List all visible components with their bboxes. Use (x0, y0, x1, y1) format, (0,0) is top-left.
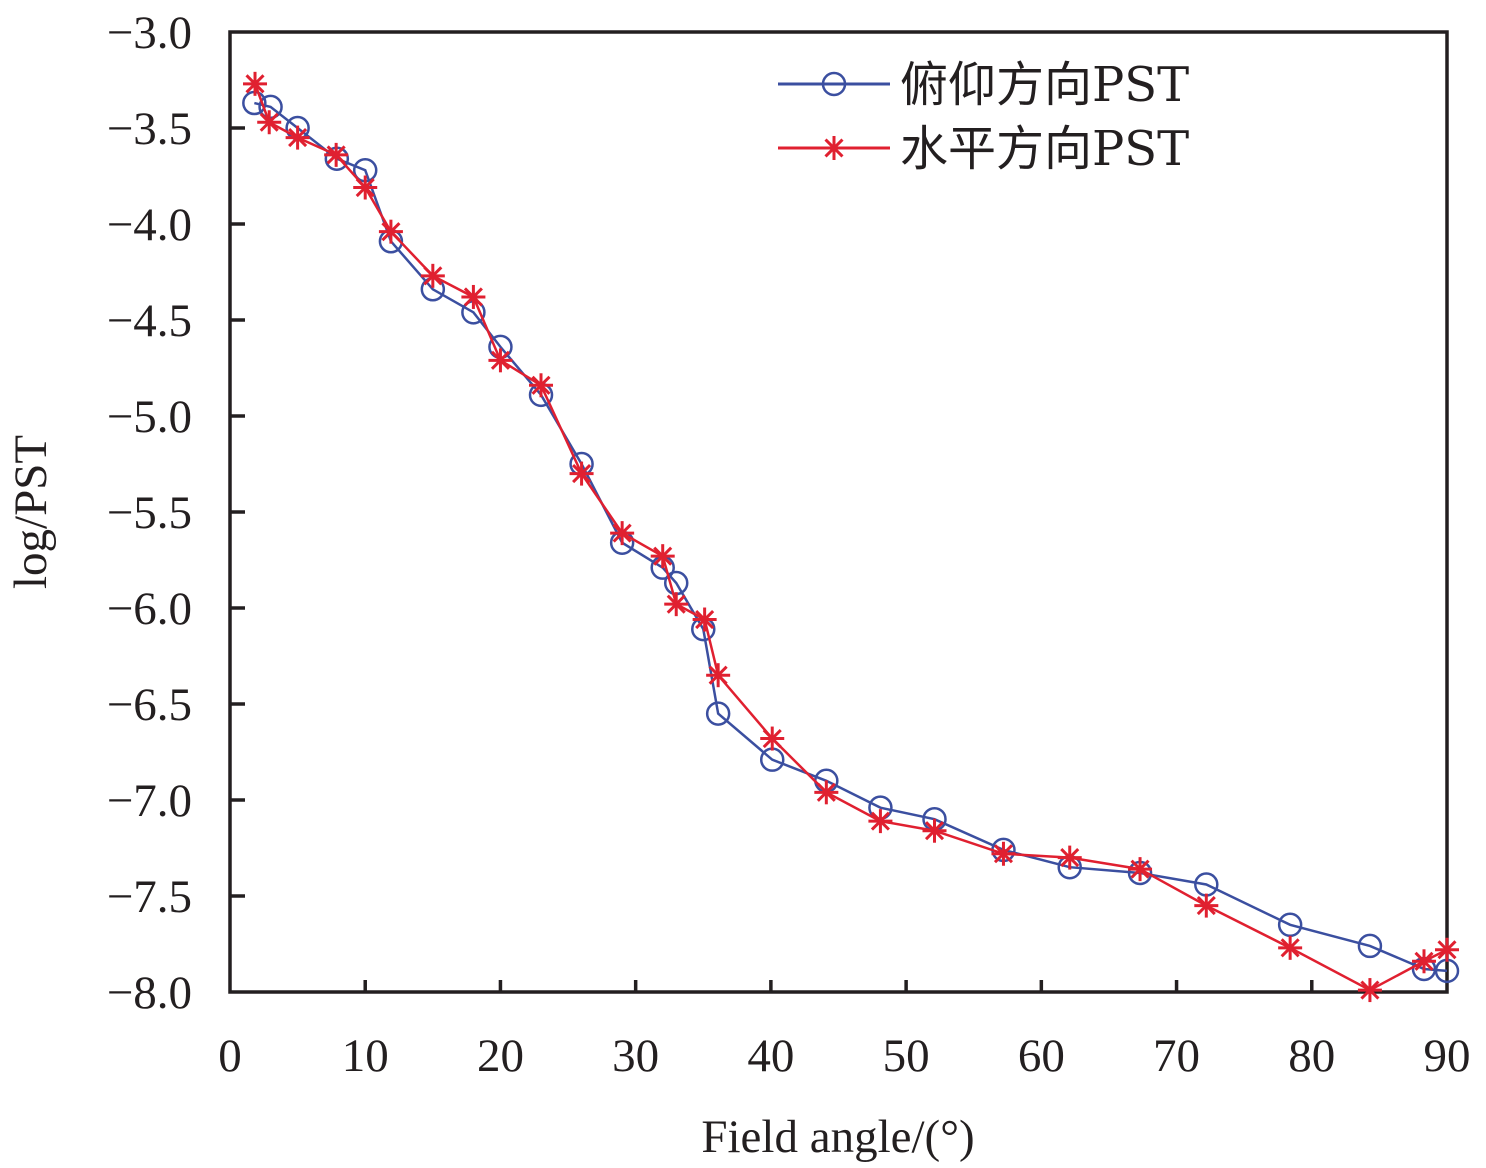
x-tick-label: 80 (1288, 1030, 1335, 1082)
data-point (991, 841, 1016, 866)
legend-label: 水平方向PST (900, 121, 1189, 177)
data-point (1057, 845, 1082, 870)
series-line (254, 101, 1448, 973)
data-point (353, 175, 378, 200)
data-point (760, 726, 785, 751)
data-point (922, 818, 947, 843)
data-point (1194, 893, 1219, 918)
data-point (488, 348, 513, 373)
y-tick-label: −7.5 (107, 871, 192, 923)
data-point (378, 219, 403, 244)
y-axis-title: log/PST (5, 435, 57, 589)
data-point (650, 544, 675, 569)
data-point (529, 373, 554, 398)
x-tick-label: 30 (612, 1030, 659, 1082)
legend-marker (821, 71, 847, 97)
y-tick-label: −3.0 (107, 7, 192, 59)
x-tick-label: 90 (1424, 1030, 1471, 1082)
x-tick-label: 50 (883, 1030, 930, 1082)
y-tick-label: −3.5 (107, 103, 192, 155)
x-tick-label: 60 (1018, 1030, 1065, 1082)
data-point (243, 71, 268, 96)
y-tick-label: −5.0 (107, 391, 192, 443)
series-line (253, 83, 1448, 992)
series-horizontal (243, 71, 1459, 1003)
series-pitch (242, 90, 1460, 984)
data-point (1435, 937, 1459, 962)
data-point (868, 809, 893, 834)
data-point (814, 780, 839, 805)
data-point (420, 263, 445, 288)
y-tick-label: −6.5 (107, 679, 192, 731)
legend: 俯仰方向PST 水平方向PST (778, 57, 1189, 177)
y-tick-label: −7.0 (107, 775, 192, 827)
x-tick-label: 20 (477, 1030, 524, 1082)
x-axis-title: Field angle/(°) (701, 1111, 974, 1163)
data-point (664, 592, 689, 617)
data-point (461, 284, 486, 309)
legend-item: 俯仰方向PST (778, 57, 1189, 113)
legend-item: 水平方向PST (778, 121, 1189, 177)
y-tick-label: −5.5 (107, 487, 192, 539)
y-tick-label: −4.0 (107, 199, 192, 251)
x-tick-label: 0 (218, 1030, 242, 1082)
data-point (1357, 978, 1382, 1003)
x-tick-label: 70 (1153, 1030, 1200, 1082)
data-point (1128, 857, 1153, 882)
x-tick-label: 10 (342, 1030, 389, 1082)
x-axis: 0 10 20 30 40 50 60 70 80 90 (218, 980, 1471, 1082)
data-point (324, 142, 349, 167)
data-point (610, 521, 635, 546)
legend-label: 俯仰方向PST (900, 57, 1189, 113)
data-point (706, 663, 731, 688)
y-tick-label: −6.0 (107, 583, 192, 635)
data-point (257, 110, 282, 135)
data-point (1412, 949, 1437, 974)
legend-marker (822, 136, 846, 160)
data-point (692, 607, 717, 632)
y-tick-label: −4.5 (107, 295, 192, 347)
plot-frame (228, 30, 1449, 994)
data-point (705, 701, 731, 726)
data-point (1278, 935, 1303, 960)
data-point (569, 461, 594, 486)
plot-border (228, 30, 1449, 994)
x-tick-label: 40 (747, 1030, 794, 1082)
y-axis: −3.0 −3.5 −4.0 −4.5 −5.0 −5.5 −6.0 −6.5 −7.0 −7.5… (107, 7, 245, 1019)
data-point (285, 125, 310, 150)
y-tick-label: −8.0 (107, 967, 192, 1019)
data-point (1277, 912, 1303, 938)
data-point (1357, 933, 1383, 959)
series-layer (242, 71, 1460, 1003)
